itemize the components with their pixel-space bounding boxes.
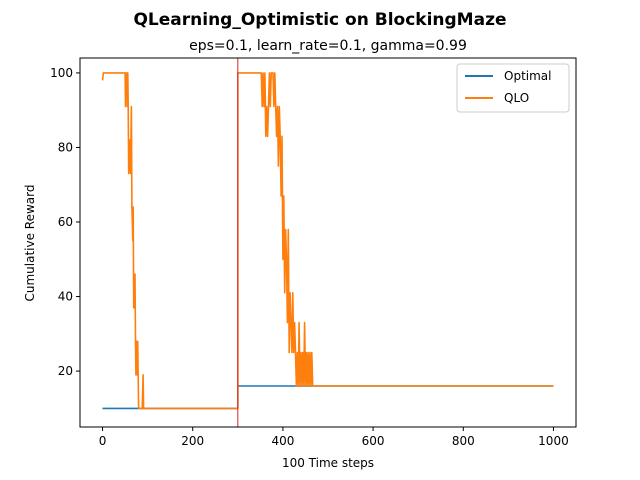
x-axis-label: 100 Time steps: [282, 456, 374, 470]
x-tick-label: 400: [271, 434, 294, 448]
x-axis-ticks: 0 200 400 600 800 1000: [99, 427, 569, 448]
plot-lines: [101, 72, 554, 410]
legend: Optimal QLO: [456, 63, 570, 113]
x-tick-label: 0: [99, 434, 107, 448]
chart-title: QLearning_Optimistic on BlockingMaze: [133, 10, 506, 30]
legend-label-optimal: Optimal: [504, 69, 551, 83]
x-tick-label: 600: [362, 434, 385, 448]
x-tick-label: 200: [181, 434, 204, 448]
plot-frame: [79, 57, 577, 428]
series-line-qlo: [101, 72, 554, 410]
legend-label-qlo: QLO: [504, 91, 529, 105]
x-tick-label: 1000: [538, 434, 569, 448]
y-tick-label: 20: [58, 364, 73, 378]
y-tick-label: 60: [58, 215, 73, 229]
y-tick-label: 80: [58, 140, 73, 154]
series-line-optimal: [102, 385, 554, 410]
y-tick-label: 100: [50, 66, 73, 80]
x-tick-label: 800: [452, 434, 475, 448]
y-tick-label: 40: [58, 290, 73, 304]
chart-subtitle: eps=0.1, learn_rate=0.1, gamma=0.99: [189, 38, 467, 54]
y-axis-ticks: 20 40 60 80 100: [50, 66, 80, 378]
y-axis-label: Cumulative Reward: [23, 185, 37, 302]
